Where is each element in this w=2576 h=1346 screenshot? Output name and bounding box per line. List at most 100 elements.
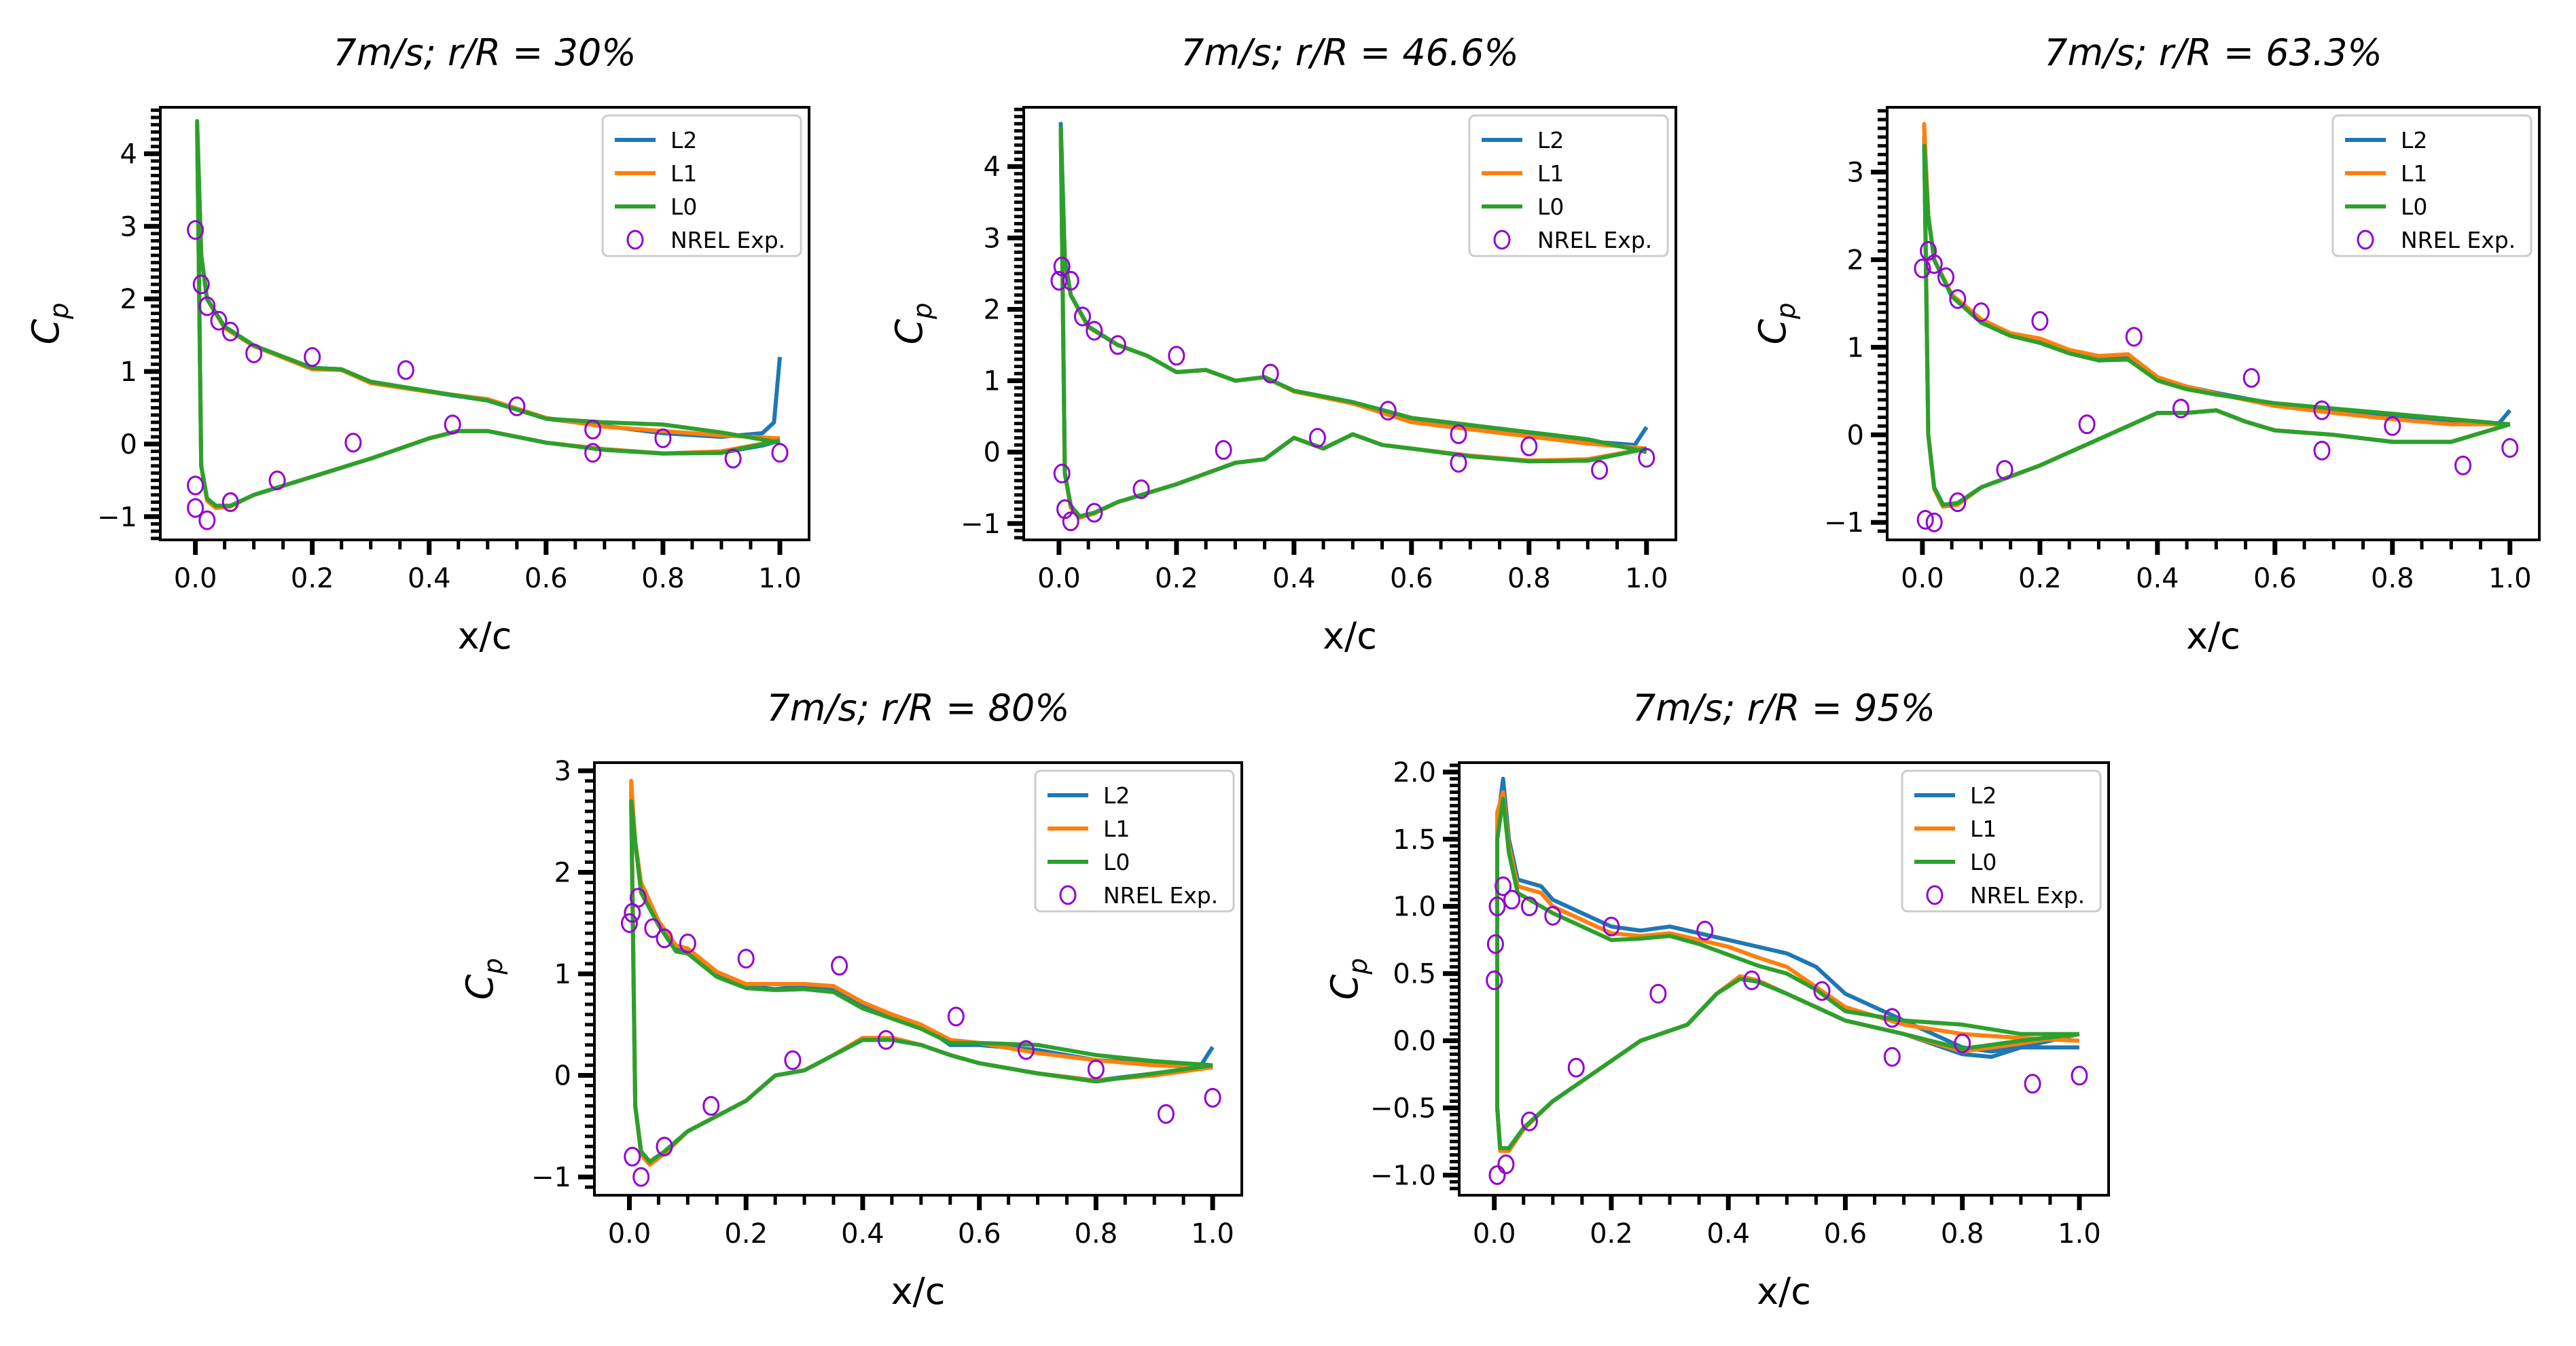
legend-box <box>1901 769 2102 913</box>
y-tick-label: 2.0 <box>1393 757 1436 788</box>
experiment-point <box>1157 1104 1175 1124</box>
experiment-point <box>1916 509 1934 530</box>
experiment-point <box>1520 436 1538 456</box>
experiment-point <box>1053 463 1071 484</box>
experiment-point <box>1937 267 1954 287</box>
x-tick-label: 0.6 <box>524 563 568 594</box>
x-tick-label: 0.8 <box>1075 1218 1118 1250</box>
legend-marker-exp <box>1059 885 1077 905</box>
legend-label: NREL Exp. <box>1537 227 1652 253</box>
legend-label: L2 <box>670 127 697 153</box>
x-tick-label: 0.2 <box>1590 1218 1633 1250</box>
experiment-point <box>584 443 602 463</box>
legend-label: L2 <box>1537 127 1564 153</box>
legend-label: L0 <box>1103 849 1130 875</box>
x-tick-label: 0.0 <box>1473 1218 1516 1250</box>
experiment-point <box>344 433 362 453</box>
experiment-point <box>624 1146 641 1167</box>
experiment-point <box>584 420 602 440</box>
plot-area <box>187 119 789 530</box>
experiment-point <box>654 428 672 448</box>
x-tick-label: 0.2 <box>724 1218 768 1250</box>
experiment-point <box>1073 306 1091 327</box>
legend-label: L0 <box>1970 849 1997 875</box>
axes-frame <box>1886 106 2541 541</box>
legend-label: L1 <box>1103 816 1130 842</box>
x-tick-label: 1.0 <box>2058 1218 2101 1250</box>
experiment-point <box>1591 460 1609 480</box>
legend-box <box>1034 769 1235 913</box>
experiment-point <box>1262 363 1279 384</box>
experiment-point <box>1488 1165 1506 1185</box>
experiment-point <box>1649 983 1667 1004</box>
x-tick-label: 0.4 <box>841 1218 884 1250</box>
experiment-point <box>1925 512 1943 532</box>
y-axis-label-subscript: p <box>1771 303 1801 320</box>
legend-marker-exp <box>626 230 644 250</box>
experiment-point <box>1062 270 1079 291</box>
x-tick-label: 0.4 <box>408 563 451 594</box>
chart-title: 7m/s; r/R = 46.6% <box>1181 31 1519 74</box>
plot-area <box>1050 122 1656 532</box>
experiment-point <box>1450 452 1467 473</box>
experiment-point <box>644 918 662 939</box>
chart-title: 7m/s; r/R = 80% <box>766 687 1069 729</box>
experiment-point <box>2313 440 2331 460</box>
x-tick-label: 1.0 <box>1191 1218 1234 1250</box>
experiment-point <box>1949 289 1967 309</box>
axes-frame <box>159 106 810 541</box>
legend-label: NREL Exp. <box>2401 227 2516 253</box>
experiment-point <box>947 1006 965 1027</box>
series-line-L0 <box>1922 143 2511 507</box>
y-axis-label: Cp <box>1751 303 1801 345</box>
legend-box <box>601 114 802 257</box>
experiment-point <box>1488 896 1506 917</box>
experiment-point <box>1053 256 1071 276</box>
experiment-point <box>1813 981 1831 1001</box>
chart-3: 7m/s; r/R = 63.3% x/c Cp 0.0 0.2 0.4 0.6 0.8 1.0… <box>1751 31 2541 657</box>
x-axis-label: x/c <box>458 615 512 657</box>
experiment-point <box>1086 321 1103 341</box>
experiment-point <box>1972 302 1990 323</box>
experiment-point <box>877 1030 895 1050</box>
legend-label: L2 <box>1103 782 1130 809</box>
x-tick-label: 0.0 <box>174 563 217 594</box>
experiment-point <box>1996 460 2014 480</box>
y-tick-label: 2 <box>1847 244 1864 276</box>
x-tick-label: 0.6 <box>1390 563 1433 594</box>
experiment-point <box>1883 1047 1901 1067</box>
experiment-point <box>1503 890 1521 910</box>
y-tick-label: −1.0 <box>1370 1160 1436 1191</box>
x-tick-label: 0.0 <box>1037 563 1081 594</box>
legend-label: L2 <box>1970 782 1997 809</box>
experiment-point <box>656 928 673 949</box>
legend: L2 L1 L0 NREL Exp. <box>1901 769 2102 913</box>
legend: L2 L1 L0 NREL Exp. <box>1468 114 1669 257</box>
experiment-point <box>2071 1066 2088 1086</box>
legend-label: L0 <box>2401 194 2427 220</box>
experiment-point <box>1497 1154 1515 1174</box>
legend-label: NREL Exp. <box>670 227 785 253</box>
x-tick-label: 0.6 <box>2253 563 2297 594</box>
experiment-point <box>1486 934 1504 954</box>
experiment-point <box>1914 258 1931 278</box>
experiment-point <box>221 321 239 342</box>
legend: L2 L1 L0 NREL Exp. <box>1034 769 1235 913</box>
y-axis-label: Cp <box>459 958 508 1000</box>
y-axis-label-subscript: p <box>44 303 74 320</box>
y-tick-label: 0 <box>1847 420 1864 451</box>
chart-5: 7m/s; r/R = 95% x/c Cp 0.0 0.2 0.4 0.6 0.8 1.0 −1… <box>1323 687 2110 1313</box>
legend-label: L0 <box>670 194 697 220</box>
series-line-L0 <box>1058 125 1647 519</box>
legend-label: NREL Exp. <box>1103 882 1218 909</box>
experiment-point <box>1495 876 1512 896</box>
y-tick-label: 3 <box>1847 157 1864 188</box>
experiment-point <box>737 949 755 969</box>
x-tick-label: 0.6 <box>1824 1218 1867 1250</box>
plot-area <box>1486 776 2088 1185</box>
axes-frame <box>593 761 1243 1197</box>
experiment-point <box>1486 970 1503 990</box>
legend-marker-exp <box>1493 230 1511 250</box>
y-tick-label: 4 <box>120 139 137 170</box>
series-line-L0 <box>1495 797 2080 1150</box>
